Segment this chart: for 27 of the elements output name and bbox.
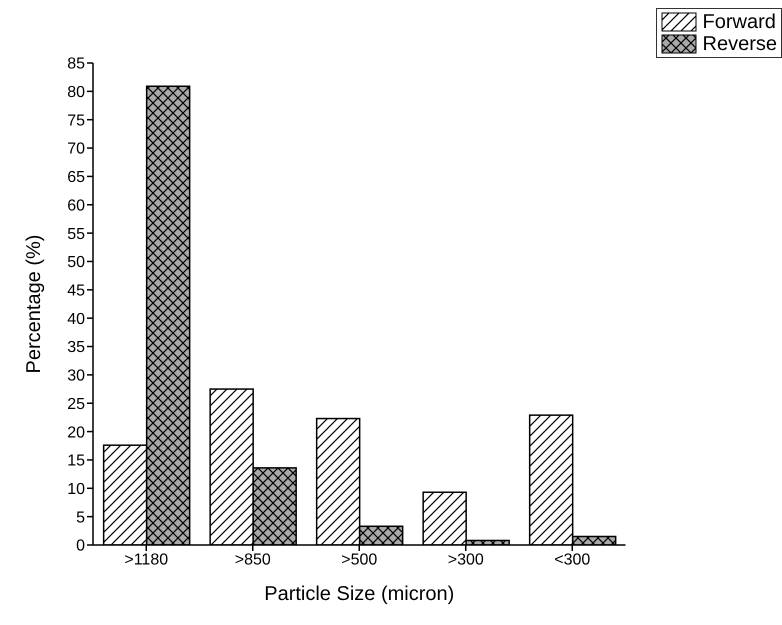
y-tick-label: 45: [67, 282, 86, 300]
x-tick-label: >300: [448, 551, 484, 568]
y-tick-label: 20: [67, 424, 86, 442]
x-tick-label: >850: [234, 551, 271, 568]
y-tick-label: 80: [67, 84, 86, 102]
y-tick-label: 15: [67, 452, 86, 470]
legend-label: Reverse: [702, 33, 777, 55]
y-tick-label: 0: [76, 538, 86, 555]
y-tick-label: 25: [67, 396, 86, 413]
x-tick-label: >500: [341, 551, 378, 568]
y-tick-label: 75: [67, 112, 86, 130]
x-tick-label: >1180: [124, 551, 168, 568]
y-tick-label: 60: [67, 197, 86, 214]
y-tick-label: 40: [67, 310, 86, 328]
y-tick-label: 10: [67, 480, 86, 498]
x-axis-title: Particle Size (micron): [264, 583, 454, 605]
y-tick-label: 85: [67, 56, 86, 73]
y-tick-label: 30: [67, 368, 86, 385]
x-tick-label: <300: [554, 551, 590, 568]
y-tick-label: 50: [67, 254, 86, 272]
y-tick-label: 70: [67, 140, 86, 158]
y-tick-label: 5: [76, 509, 86, 526]
y-axis-title: Percentage (%): [23, 234, 46, 374]
y-tick-label: 35: [67, 339, 86, 356]
legend-label: Forward: [702, 11, 776, 33]
y-tick-label: 55: [67, 226, 86, 243]
y-tick-label: 65: [67, 169, 86, 186]
